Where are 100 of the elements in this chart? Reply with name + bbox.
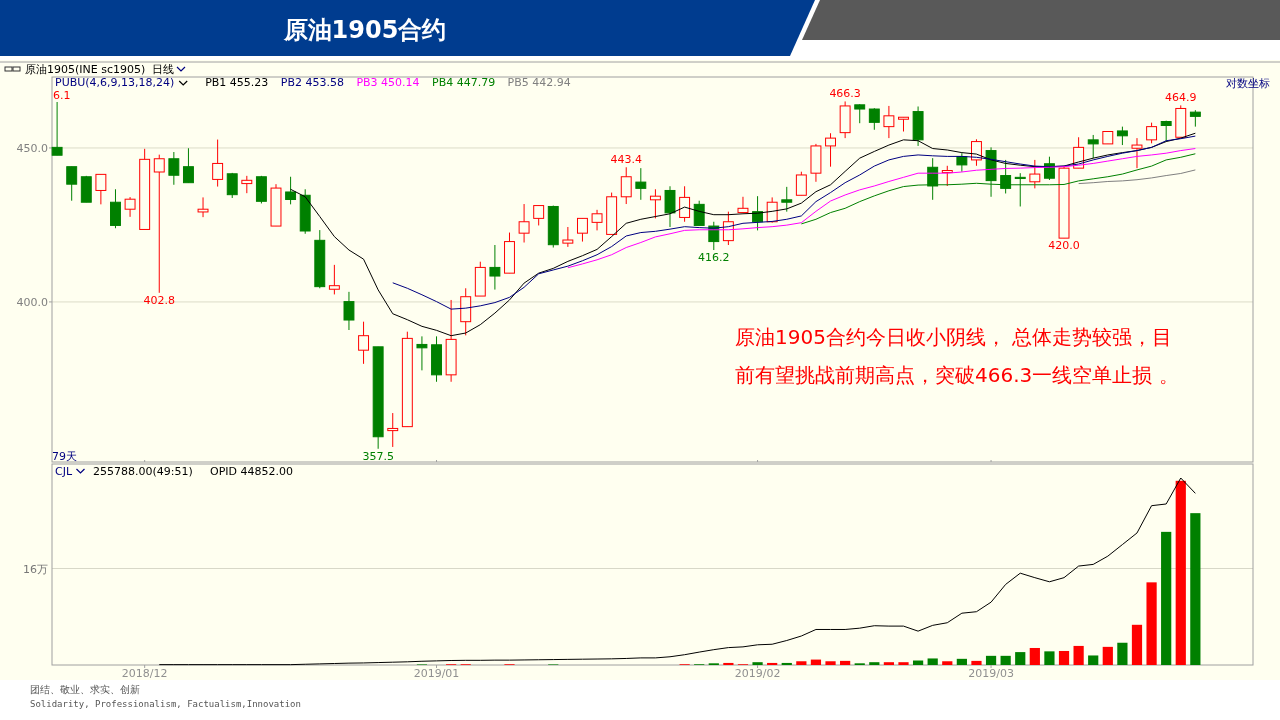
x-tick-label: 2018/12 <box>121 667 168 680</box>
annotation: 6.1 <box>53 89 71 102</box>
bar <box>1000 655 1011 665</box>
candlestick <box>328 264 340 295</box>
bar <box>781 662 792 665</box>
bar <box>883 662 895 665</box>
candlestick <box>854 103 866 124</box>
chart-subtitle: 原油1905(INE sc1905) <box>25 63 146 76</box>
annotation: 416.2 <box>698 251 730 265</box>
chart-title: 原油1905合约 <box>282 16 447 44</box>
x-tick-label: 2019/03 <box>968 667 1014 680</box>
candlestick <box>387 412 399 448</box>
y-tick-label: 400.0 <box>16 295 48 309</box>
candlestick <box>124 196 136 218</box>
legend-label: PB1 455.23 <box>205 76 269 89</box>
candlestick <box>182 147 194 184</box>
candlestick <box>518 203 530 244</box>
bar <box>1102 646 1113 665</box>
candlestick <box>679 185 691 223</box>
annotation: CJL <box>55 465 73 478</box>
bar <box>1015 652 1026 665</box>
candlestick <box>635 167 647 201</box>
annotation: 420.0 <box>1048 239 1080 253</box>
candlestick <box>212 139 224 188</box>
bar <box>1175 480 1186 665</box>
y-tick-label: 450.0 <box>16 141 48 155</box>
annotation: 443.4 <box>610 153 642 167</box>
annotation: 464.9 <box>1165 91 1197 105</box>
line-series <box>1078 169 1196 185</box>
annotation: OPID 44852.00 <box>210 465 293 478</box>
bar <box>723 662 734 665</box>
candlestick <box>927 157 939 201</box>
ref-line-label: 16万 <box>23 562 48 576</box>
candlestick <box>168 151 180 186</box>
candlestick <box>868 107 880 131</box>
bar <box>942 661 953 665</box>
candlestick <box>591 209 603 231</box>
bar <box>1117 642 1128 665</box>
annotation: 255788.00(49:51) <box>93 465 193 478</box>
candlestick <box>620 166 632 205</box>
bar <box>752 662 763 665</box>
x-tick-label: 2019/02 <box>734 667 781 680</box>
candlestick <box>1131 137 1143 169</box>
candlestick <box>51 101 63 156</box>
text: 对数坐标 <box>1226 77 1270 90</box>
candlestick <box>197 196 209 218</box>
bar <box>1088 655 1099 665</box>
candlestick <box>883 105 895 139</box>
candlestick <box>489 244 501 291</box>
candlestick <box>795 171 807 196</box>
annotation: 466.3 <box>829 87 861 101</box>
bar <box>810 659 822 665</box>
candlestick <box>1029 159 1041 189</box>
candlestick <box>693 200 705 226</box>
bar <box>1146 582 1157 665</box>
bar <box>1058 650 1070 665</box>
annotation: 原油1905合约今日收小阴线， 总体走势较强，目前有望挑战前期高点，突破466.3一线空单止损 。 <box>735 324 1180 389</box>
candlestick <box>153 154 165 294</box>
bar <box>1073 645 1084 665</box>
candlestick <box>358 321 370 365</box>
annotation: 79天 <box>52 450 77 463</box>
candlestick <box>533 205 545 226</box>
candlestick <box>110 188 121 229</box>
candlestick <box>1146 122 1158 144</box>
line-series <box>392 135 1196 310</box>
candlestick <box>781 186 793 213</box>
text: 日线 <box>152 63 174 76</box>
candlestick <box>956 152 968 173</box>
bar <box>971 660 982 665</box>
bar <box>1161 531 1172 665</box>
annotation: 357.5 <box>362 449 394 463</box>
candlestick <box>649 188 661 219</box>
candlestick <box>1014 172 1026 207</box>
bar <box>796 661 807 665</box>
bar <box>1131 624 1143 665</box>
bar <box>825 661 836 665</box>
candlestick <box>95 173 107 205</box>
candlestick <box>343 291 355 331</box>
candlestick <box>1087 134 1099 159</box>
bar <box>840 660 851 665</box>
bar <box>1029 647 1040 665</box>
candlestick <box>562 226 574 248</box>
bar <box>869 662 880 665</box>
candlestick <box>737 196 749 214</box>
candlestick <box>664 185 676 228</box>
annotation: 402.8 <box>143 293 176 307</box>
bar <box>767 662 778 665</box>
bar <box>1044 651 1055 665</box>
candlestick <box>416 335 428 371</box>
candlestick <box>1000 159 1012 194</box>
bar <box>956 658 967 665</box>
candlestick <box>576 217 588 243</box>
candlestick <box>66 166 78 202</box>
text: PB4 447.79 <box>432 76 496 89</box>
bar <box>1190 513 1201 665</box>
x-tick-label: 2019/01 <box>413 667 460 680</box>
bar <box>898 662 909 665</box>
bar <box>927 658 938 665</box>
text: PB3 450.14 <box>356 76 420 89</box>
bar <box>985 655 997 665</box>
